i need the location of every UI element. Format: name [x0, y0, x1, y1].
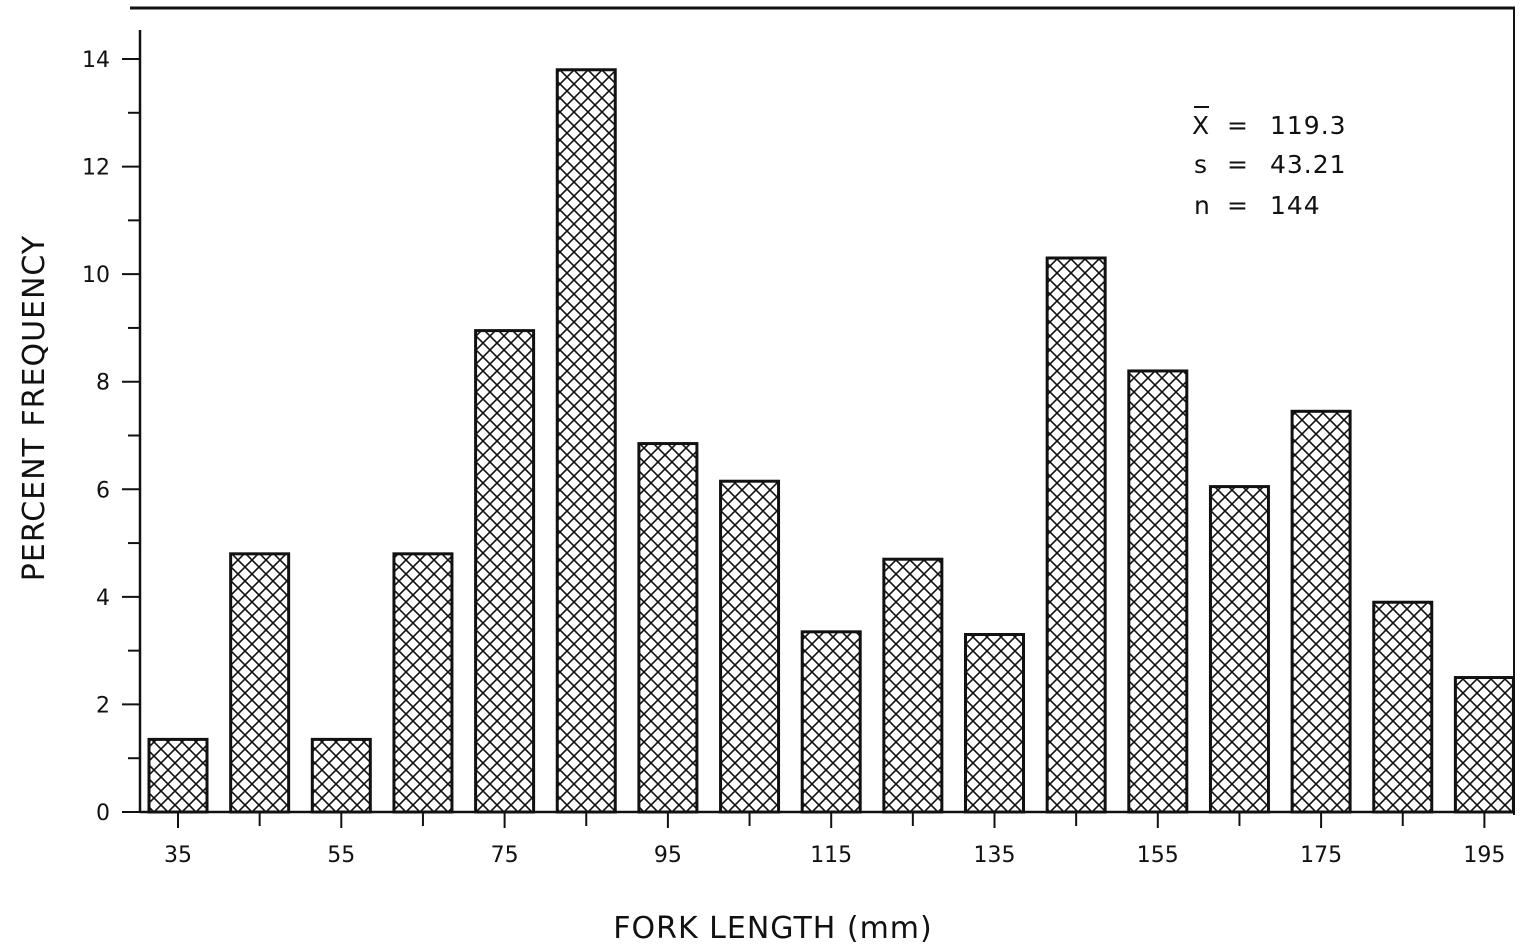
x-axis-ticks: 35 55 75 95 115 135 155 175 195: [164, 812, 1505, 868]
stat-n-value: 144: [1270, 191, 1321, 220]
bar-175: [1290, 409, 1352, 814]
y-tick-label: 10: [82, 263, 110, 288]
stat-mean-symbol: X: [1192, 111, 1210, 140]
bar-185: [1372, 600, 1434, 814]
bars-group: [147, 68, 1515, 814]
x-tick-label: 35: [164, 843, 192, 868]
y-tick-label: 14: [82, 48, 110, 73]
bar-145: [1045, 256, 1107, 814]
bar-115: [800, 630, 862, 814]
bar-75: [474, 329, 536, 814]
bar-95: [637, 442, 699, 814]
bar-165: [1208, 485, 1270, 814]
stat-n-eq: =: [1227, 191, 1249, 220]
stat-mean-value: 119.3: [1270, 111, 1347, 140]
bar-55: [310, 737, 372, 814]
x-tick-label: 75: [491, 843, 519, 868]
bar-85: [555, 68, 617, 814]
y-tick-label: 2: [96, 693, 110, 718]
y-axis-ticks: 0 2 4 6 8 10 12 14: [82, 48, 140, 826]
y-tick-label: 6: [96, 478, 110, 503]
stats-annotation: X = 119.3 s = 43.21 n = 144: [1192, 106, 1347, 220]
bar-195: [1453, 676, 1515, 814]
y-tick-label: 12: [82, 156, 110, 181]
bar-105: [719, 479, 781, 814]
stat-sd-value: 43.21: [1270, 150, 1347, 179]
bar-35: [147, 737, 209, 814]
bar-45: [229, 552, 291, 814]
x-tick-label: 95: [654, 843, 682, 868]
stat-n-symbol: n: [1194, 191, 1211, 220]
stat-sd-symbol: s: [1194, 150, 1208, 179]
y-tick-label: 8: [96, 371, 110, 396]
bar-125: [882, 557, 944, 814]
bar-155: [1127, 369, 1189, 814]
y-axis-title: PERCENT FREQUENCY: [17, 235, 52, 581]
x-axis-title: FORK LENGTH (mm): [613, 911, 933, 946]
bar-65: [392, 552, 454, 814]
bar-135: [964, 633, 1025, 814]
x-tick-label: 155: [1137, 843, 1179, 868]
x-tick-label: 195: [1463, 843, 1505, 868]
x-tick-label: 115: [810, 843, 852, 868]
stat-mean-eq: =: [1227, 111, 1249, 140]
y-tick-label: 4: [96, 586, 110, 611]
x-tick-label: 55: [327, 843, 355, 868]
y-tick-label: 0: [96, 801, 110, 826]
x-tick-label: 135: [974, 843, 1016, 868]
stat-sd-eq: =: [1227, 150, 1249, 179]
x-tick-label: 175: [1300, 843, 1342, 868]
